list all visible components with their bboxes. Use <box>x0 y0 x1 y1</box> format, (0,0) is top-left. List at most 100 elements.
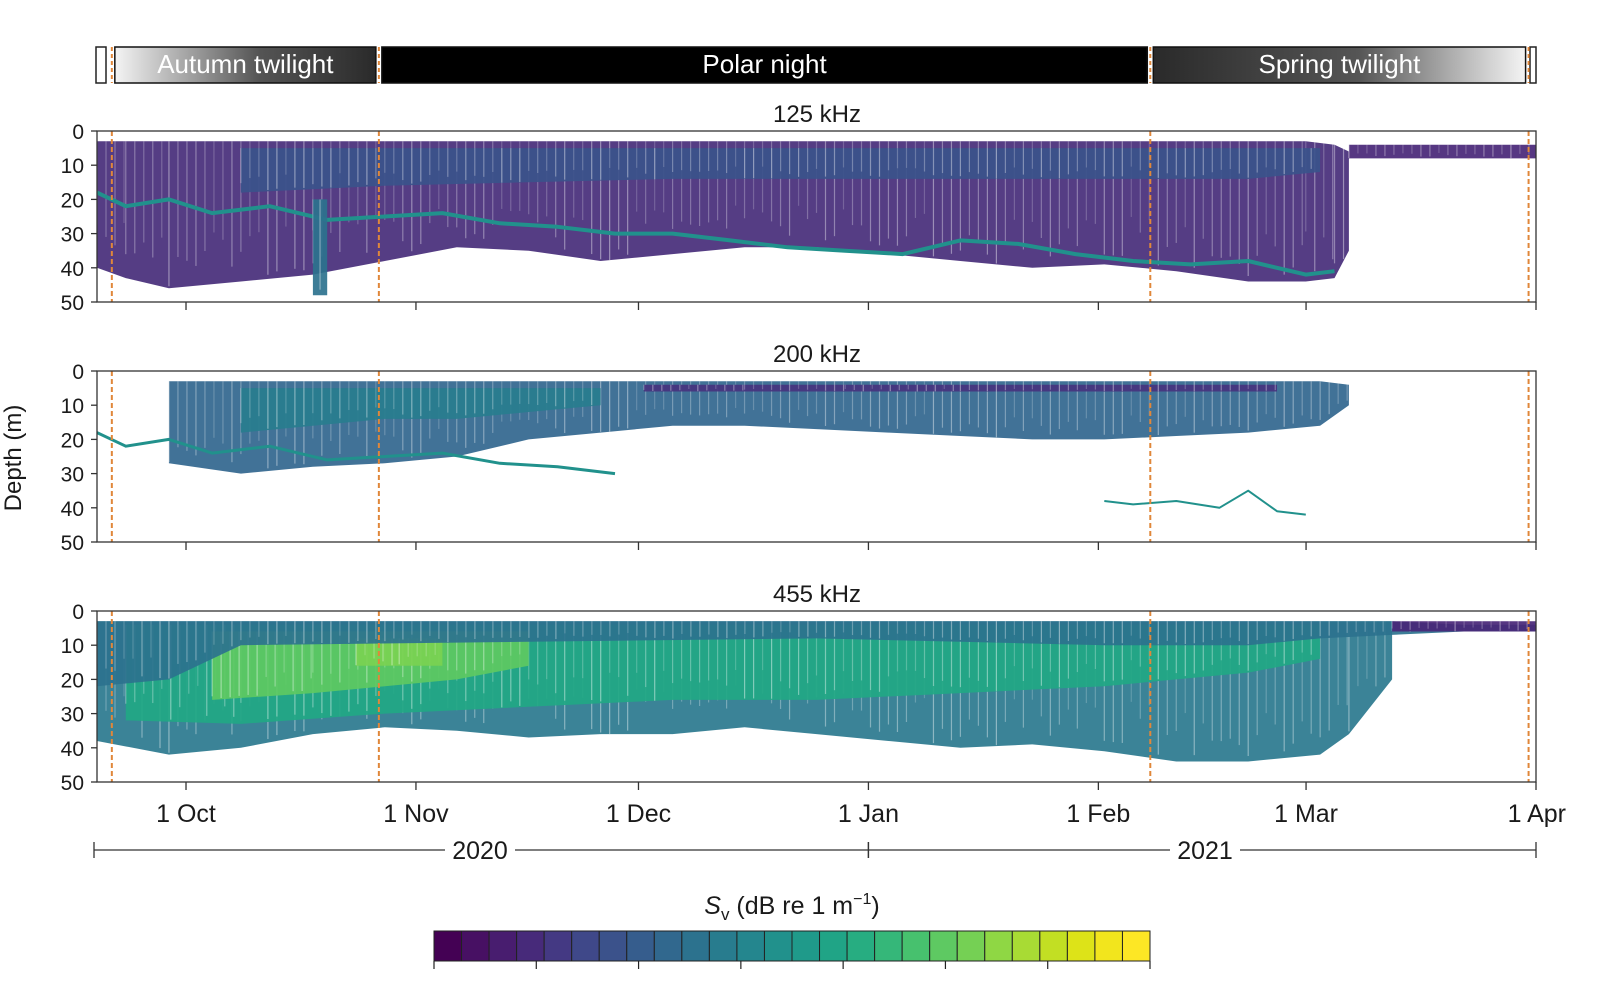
colorbar-swatch-6 <box>598 930 628 962</box>
year-label-1: 2021 <box>1177 837 1233 865</box>
date-label-0: 1 Oct <box>156 800 216 828</box>
colorbar-swatch-20 <box>984 930 1013 962</box>
panel-2-layer-5 <box>1392 621 1536 632</box>
panel-0-frame <box>96 130 1537 303</box>
colorbar-title-close: ) <box>871 892 879 920</box>
colorbar-swatch-19 <box>956 930 986 962</box>
colorbar-swatch-9 <box>681 930 710 962</box>
year-axis: 2020 2021 <box>93 837 1537 865</box>
panel-0-line-2 <box>97 190 1335 277</box>
panel-1-data <box>97 381 1349 516</box>
season-label-2: Spring twilight <box>1259 49 1422 79</box>
panel-0-layer-4 <box>1348 144 1536 159</box>
colorbar-title-units: (dB re 1 m <box>729 892 853 920</box>
colorbar-swatch-25 <box>1121 930 1151 962</box>
colorbar-swatch-24 <box>1094 930 1123 962</box>
panel-1-streaks-1 <box>240 388 593 429</box>
panel-1-line-2 <box>97 431 616 476</box>
colorbar-swatch-22 <box>1039 930 1068 962</box>
colorbar-swatch-10 <box>708 930 738 962</box>
season-label-1: Polar night <box>702 49 827 79</box>
colorbar-swatch-2 <box>488 930 518 962</box>
date-label-4: 1 Feb <box>1066 800 1130 828</box>
date-label-3: 1 Jan <box>838 800 899 828</box>
panel-1-line-3 <box>1104 489 1306 516</box>
colorbar-swatch-0 <box>433 930 463 962</box>
colorbar-swatch-5 <box>571 930 600 962</box>
season-label-0: Autumn twilight <box>157 49 334 79</box>
panel-1-ytick-label-1: 10 <box>61 395 84 418</box>
panel-0-ytick-label-0: 0 <box>72 121 84 144</box>
colorbar-swatch-7 <box>626 930 655 962</box>
panel-1-streaks-4 <box>643 384 1276 392</box>
panel-0-layer-1 <box>240 148 1321 193</box>
panel-1-layer-1 <box>240 388 601 433</box>
season-edge-right <box>1529 46 1537 84</box>
panel-1-frame <box>96 370 1537 543</box>
colorbar-swatch-23 <box>1066 930 1096 962</box>
panel-2-layer-4 <box>97 621 1536 687</box>
date-axis: 1 Oct 1 Nov 1 Dec 1 Jan 1 Feb 1 Mar 1 Apr <box>156 800 1566 828</box>
panel-0-ytick-label-1: 10 <box>61 155 84 178</box>
panel-1-ytick-label-3: 30 <box>61 464 84 487</box>
panel-0-ytick-label-4: 40 <box>61 258 84 281</box>
panel-2-data <box>97 621 1536 762</box>
colorbar-title: Sv (dB re 1 m−1) <box>704 891 879 924</box>
colorbar-swatch-14 <box>819 930 848 962</box>
panel-2-ytick-label-2: 20 <box>61 669 84 692</box>
panel-0-ytick-label-3: 30 <box>61 224 84 247</box>
date-label-2: 1 Dec <box>606 800 671 828</box>
panel-0-streaks-1 <box>240 148 1312 190</box>
date-label-1: 1 Nov <box>383 800 449 828</box>
panel-0-ytick-label-5: 50 <box>61 292 84 315</box>
colorbar-swatch-16 <box>874 930 903 962</box>
date-label-6: 1 Apr <box>1508 800 1566 828</box>
panel-1-ytick-label-2: 20 <box>61 429 84 452</box>
year-label-0: 2020 <box>452 837 508 865</box>
panel-0-data <box>97 141 1536 296</box>
colorbar-title-symbol: S <box>704 892 721 920</box>
colorbar-swatch-13 <box>791 930 821 962</box>
panel-2-ytick-label-4: 40 <box>61 738 84 761</box>
panel-2-layer-3 <box>356 638 443 666</box>
colorbar-swatch-12 <box>763 930 793 962</box>
colorbar-title-superscript: −1 <box>853 891 871 908</box>
panel-1-ytick-label-5: 50 <box>61 532 84 555</box>
panel-0-layer-3 <box>312 199 328 296</box>
panel-0-title: 125 kHz <box>773 101 861 128</box>
panel-0-streaks-3 <box>312 199 321 290</box>
date-label-5: 1 Mar <box>1274 800 1338 828</box>
colorbar: Sv (dB re 1 m−1) <box>433 891 1151 969</box>
season-edge-left <box>95 46 107 84</box>
panel-2: 455 kHz 0 10 20 30 40 50 <box>61 581 1537 795</box>
panel-2-ytick-label-3: 30 <box>61 704 84 727</box>
colorbar-swatch-11 <box>736 930 765 962</box>
season-bar: Autumn twilight Polar night Spring twiligh… <box>95 46 1537 84</box>
season-block-2 <box>1152 46 1527 84</box>
colorbar-swatch-1 <box>461 930 490 962</box>
y-axis-title: Depth (m) <box>0 405 27 512</box>
colorbar-swatch-21 <box>1011 930 1041 962</box>
season-block-1 <box>381 46 1149 84</box>
colorbar-swatch-18 <box>929 930 958 962</box>
colorbar-swatch-3 <box>516 930 545 962</box>
panel-2-streaks-5 <box>1391 621 1528 632</box>
colorbar-swatch-15 <box>846 930 876 962</box>
panel-0-ytick-label-2: 20 <box>61 189 84 212</box>
colorbar-swatch-17 <box>901 930 931 962</box>
panel-2-title: 455 kHz <box>773 581 861 608</box>
panel-1-ytick-label-4: 40 <box>61 498 84 521</box>
panel-2-ytick-label-5: 50 <box>61 772 84 795</box>
panel-2-frame <box>96 610 1537 783</box>
colorbar-title-subscript: v <box>721 905 730 924</box>
colorbar-swatch-4 <box>543 930 573 962</box>
season-block-0 <box>114 46 377 84</box>
panel-1: 200 kHz 0 10 20 30 40 50 <box>61 341 1537 555</box>
panel-1-layer-4 <box>643 384 1277 392</box>
colorbar-swatch-8 <box>653 930 683 962</box>
panel-2-ytick-label-0: 0 <box>72 601 84 624</box>
panel-0: 125 kHz 0 10 20 30 40 50 <box>61 101 1537 315</box>
panel-1-ytick-label-0: 0 <box>72 361 84 384</box>
